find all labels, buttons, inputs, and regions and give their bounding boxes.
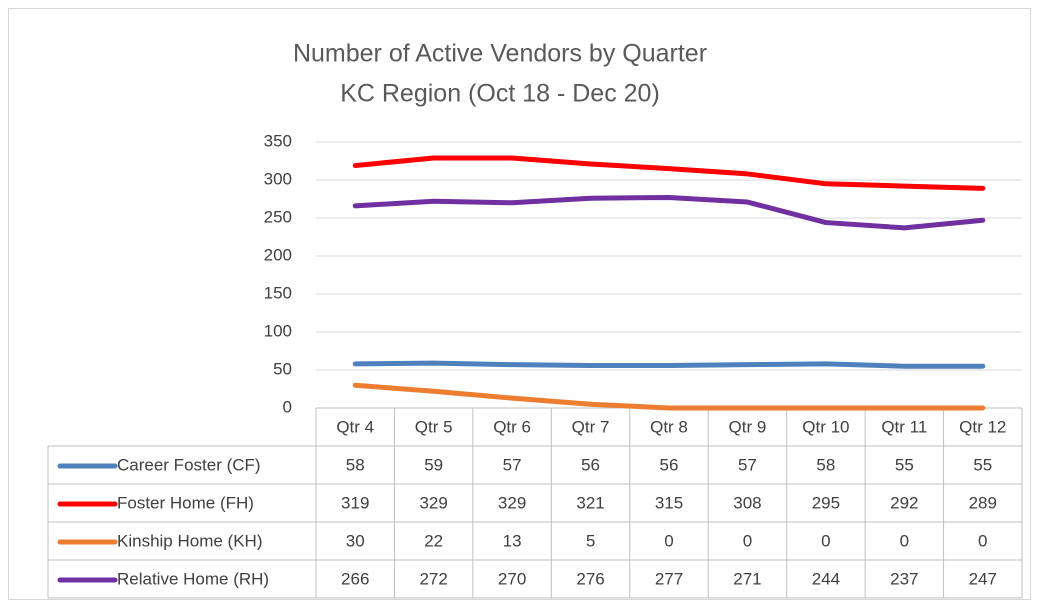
y-tick-label: 0: [283, 397, 292, 416]
chart-subtitle: KC Region (Oct 18 - Dec 20): [340, 80, 660, 108]
x-tick-label: Qtr 8: [650, 417, 688, 436]
x-tick-label: Qtr 11: [881, 417, 927, 436]
x-tick-label: Qtr 6: [493, 417, 531, 436]
y-tick-label: 50: [273, 359, 292, 378]
series-line: [352, 382, 986, 411]
x-tick-label: Qtr 12: [959, 417, 1006, 436]
x-tick-label: Qtr 4: [336, 417, 374, 436]
chart-border: [8, 8, 1031, 600]
table-value: 271: [733, 569, 761, 588]
table-value: 56: [660, 455, 679, 474]
table-value: 321: [576, 493, 604, 512]
table-value: 0: [900, 531, 909, 550]
table-value: 0: [821, 531, 830, 550]
table-value: 56: [581, 455, 600, 474]
x-tick-label: Qtr 7: [572, 417, 610, 436]
table-value: 289: [969, 493, 997, 512]
y-tick-label: 250: [264, 207, 292, 226]
table-value: 5: [586, 531, 595, 550]
table-value: 55: [895, 455, 914, 474]
chart-title: Number of Active Vendors by Quarter: [293, 40, 707, 68]
table-value: 292: [890, 493, 918, 512]
table-value: 270: [498, 569, 526, 588]
table-value: 244: [812, 569, 840, 588]
table-value: 13: [503, 531, 522, 550]
table-value: 237: [890, 569, 918, 588]
series-line: [352, 194, 986, 231]
table-value: 57: [738, 455, 757, 474]
table-value: 272: [419, 569, 447, 588]
y-tick-label: 300: [264, 169, 292, 188]
x-tick-label: Qtr 10: [802, 417, 849, 436]
table-value: 57: [503, 455, 522, 474]
table-value: 58: [346, 455, 365, 474]
table-value: 55: [973, 455, 992, 474]
legend-label: Kinship Home (KH): [117, 531, 263, 550]
series-line: [352, 155, 986, 191]
table-value: 0: [978, 531, 987, 550]
table-value: 22: [424, 531, 443, 550]
table-value: 308: [733, 493, 761, 512]
y-tick-label: 350: [264, 131, 292, 150]
table-value: 315: [655, 493, 683, 512]
y-tick-label: 150: [264, 283, 292, 302]
table-value: 266: [341, 569, 369, 588]
series-line: [352, 360, 986, 369]
x-tick-label: Qtr 5: [415, 417, 453, 436]
table-value: 329: [419, 493, 447, 512]
table-value: 247: [969, 569, 997, 588]
legend-label: Foster Home (FH): [117, 493, 254, 512]
y-tick-label: 100: [264, 321, 292, 340]
table-value: 58: [816, 455, 835, 474]
table-value: 329: [498, 493, 526, 512]
x-tick-label: Qtr 9: [729, 417, 767, 436]
table-value: 319: [341, 493, 369, 512]
table-value: 276: [576, 569, 604, 588]
legend-label: Career Foster (CF): [117, 455, 261, 474]
table-value: 59: [424, 455, 443, 474]
table-value: 0: [664, 531, 673, 550]
table-value: 0: [743, 531, 752, 550]
legend-label: Relative Home (RH): [117, 569, 269, 588]
table-value: 30: [346, 531, 365, 550]
table-value: 277: [655, 569, 683, 588]
y-tick-label: 200: [264, 245, 292, 264]
table-value: 295: [812, 493, 840, 512]
